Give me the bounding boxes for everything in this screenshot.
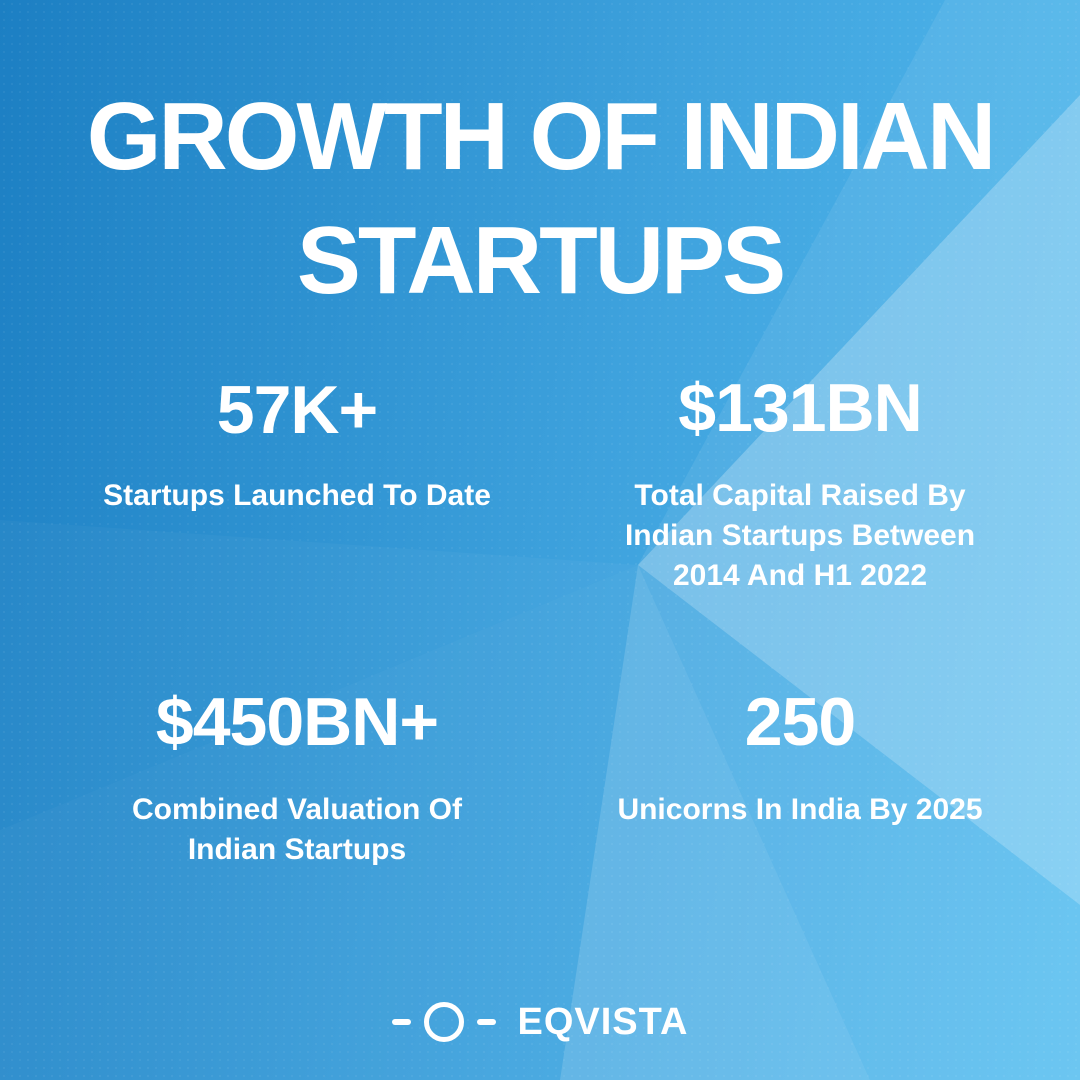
stat-value: 250 (744, 684, 856, 760)
stat-value: 57K+ (216, 372, 378, 448)
stat-combined-valuation: $450BN+ Combined Valuation Of Indian Sta… (37, 682, 557, 870)
stat-label: Unicorns In India By 2025 (617, 793, 983, 826)
stat-label: Total Capital Raised By Indian Startups … (624, 479, 976, 592)
page-title-line-2: STARTUPS (296, 207, 786, 314)
circle-ring-icon (423, 1002, 464, 1042)
dash-circle-dash-icon (391, 1002, 496, 1042)
page-title-line-1: GROWTH OF INDIAN (86, 83, 997, 190)
footer: EQVISTA (0, 1002, 1080, 1042)
stat-value: $450BN+ (155, 684, 439, 760)
stat-label: Combined Valuation Of Indian Startups (131, 793, 462, 866)
stat-startups-launched: 57K+ Startups Launched To Date (37, 370, 557, 516)
dash-icon (391, 1019, 411, 1025)
stat-capital-raised: $131BN Total Capital Raised By Indian St… (540, 368, 1060, 596)
stat-value: $131BN (678, 370, 923, 446)
page-title: GROWTH OF INDIAN STARTUPS (0, 75, 1080, 323)
stat-label: Startups Launched To Date (103, 479, 491, 512)
stat-unicorns: 250 Unicorns In India By 2025 (540, 682, 1060, 830)
brand-wordmark: EQVISTA (517, 1001, 689, 1043)
dash-icon (476, 1019, 496, 1025)
